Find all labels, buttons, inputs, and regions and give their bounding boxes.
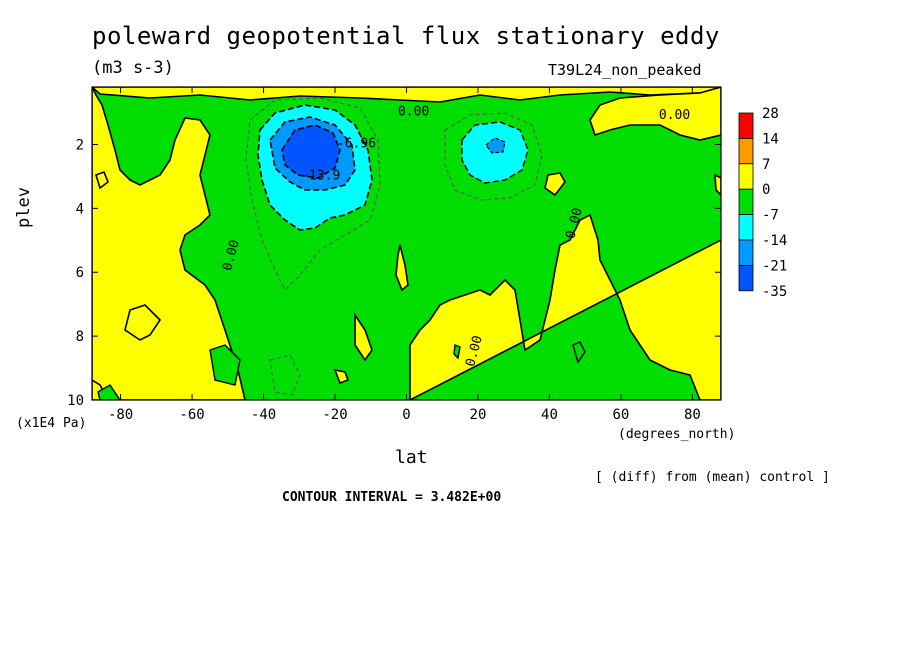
- chart-units: (m3 s-3): [92, 58, 174, 78]
- colorbar-label: 14: [762, 131, 779, 147]
- x-tick-label: 80: [684, 407, 701, 423]
- diff-note: [ (diff) from (mean) control ]: [595, 470, 830, 485]
- colorbar: 28 14 7 0 -7 -14 -21 -35: [738, 106, 787, 300]
- x-axis-label: lat: [395, 447, 428, 468]
- colorbar-swatch: [738, 137, 754, 165]
- y-tick-label: 8: [76, 329, 84, 345]
- region-mid-south: [354, 312, 373, 362]
- island-east: [572, 341, 586, 364]
- colorbar-swatch: [738, 264, 754, 292]
- y-tick-label: 6: [76, 265, 84, 281]
- x-axis-unit: (degrees_north): [618, 427, 736, 442]
- island-west: [209, 344, 241, 386]
- x-tick-label: 20: [470, 407, 487, 423]
- outer-contour-north: [444, 112, 543, 201]
- negative-islands: [97, 341, 586, 400]
- x-tick-label: -20: [322, 407, 347, 423]
- island-center: [453, 344, 461, 360]
- outer-contours: [245, 97, 543, 396]
- northern-negative-core: [461, 121, 529, 184]
- colorbar-label: -35: [762, 284, 787, 300]
- outer-contour-low: [269, 354, 301, 396]
- colorbar-swatch: [738, 214, 754, 241]
- experiment-name: T39L24_non_peaked: [548, 61, 702, 79]
- region-mid-north: [544, 172, 566, 197]
- colorbar-label: 0: [762, 182, 770, 198]
- region-low-center: [333, 368, 350, 385]
- plot-area: [92, 87, 721, 400]
- y-tick-label: 4: [76, 201, 84, 217]
- contour-interval: CONTOUR INTERVAL = 3.482E+00: [282, 490, 502, 505]
- x-tick-label: 0: [402, 407, 410, 423]
- island-sw: [97, 384, 121, 400]
- colorbar-label: 7: [762, 157, 770, 173]
- x-axis: -80 -60 -40 -20 0 20 40 60 80: [108, 87, 701, 423]
- y-tick-label: 2: [76, 137, 84, 153]
- colorbar-swatch: [738, 239, 754, 266]
- chart-title: poleward geopotential flux stationary ed…: [92, 22, 720, 50]
- x-tick-label: -60: [179, 407, 204, 423]
- colorbar-label: -21: [762, 258, 787, 274]
- region-south-ridge: [124, 304, 162, 341]
- x-tick-label: 60: [613, 407, 630, 423]
- x-tick-label: -80: [108, 407, 133, 423]
- y-axis-unit: (x1E4 Pa): [16, 416, 87, 431]
- colorbar-label: -14: [762, 233, 787, 249]
- region-east-top: [589, 87, 721, 141]
- colorbar-label: 28: [762, 106, 779, 122]
- colorbar-swatch: [738, 188, 754, 215]
- core-n-mid: [485, 137, 506, 154]
- y-axis: 2 4 6 8 10: [67, 137, 721, 409]
- region-tiny-west: [95, 170, 109, 190]
- southern-negative-core: [257, 104, 373, 231]
- region-far-east: [714, 173, 721, 197]
- colorbar-swatch: [738, 112, 754, 139]
- region-mid-sliver: [395, 244, 409, 292]
- contour-label: -6.96: [337, 137, 376, 152]
- colorbar-label: -7: [762, 208, 779, 224]
- x-tick-label: -40: [251, 407, 276, 423]
- y-tick-label: 10: [67, 393, 84, 409]
- contour-label: 0.00: [659, 108, 690, 123]
- colorbar-swatch: [738, 163, 754, 190]
- positive-regions: [92, 87, 721, 400]
- outer-contour-south: [245, 97, 381, 291]
- contour-label: 0.00: [398, 105, 429, 120]
- contour-label: -13.9: [301, 169, 340, 184]
- region-east-bottom: [409, 213, 721, 400]
- x-tick-label: 40: [541, 407, 558, 423]
- core-s-deep: [281, 124, 341, 179]
